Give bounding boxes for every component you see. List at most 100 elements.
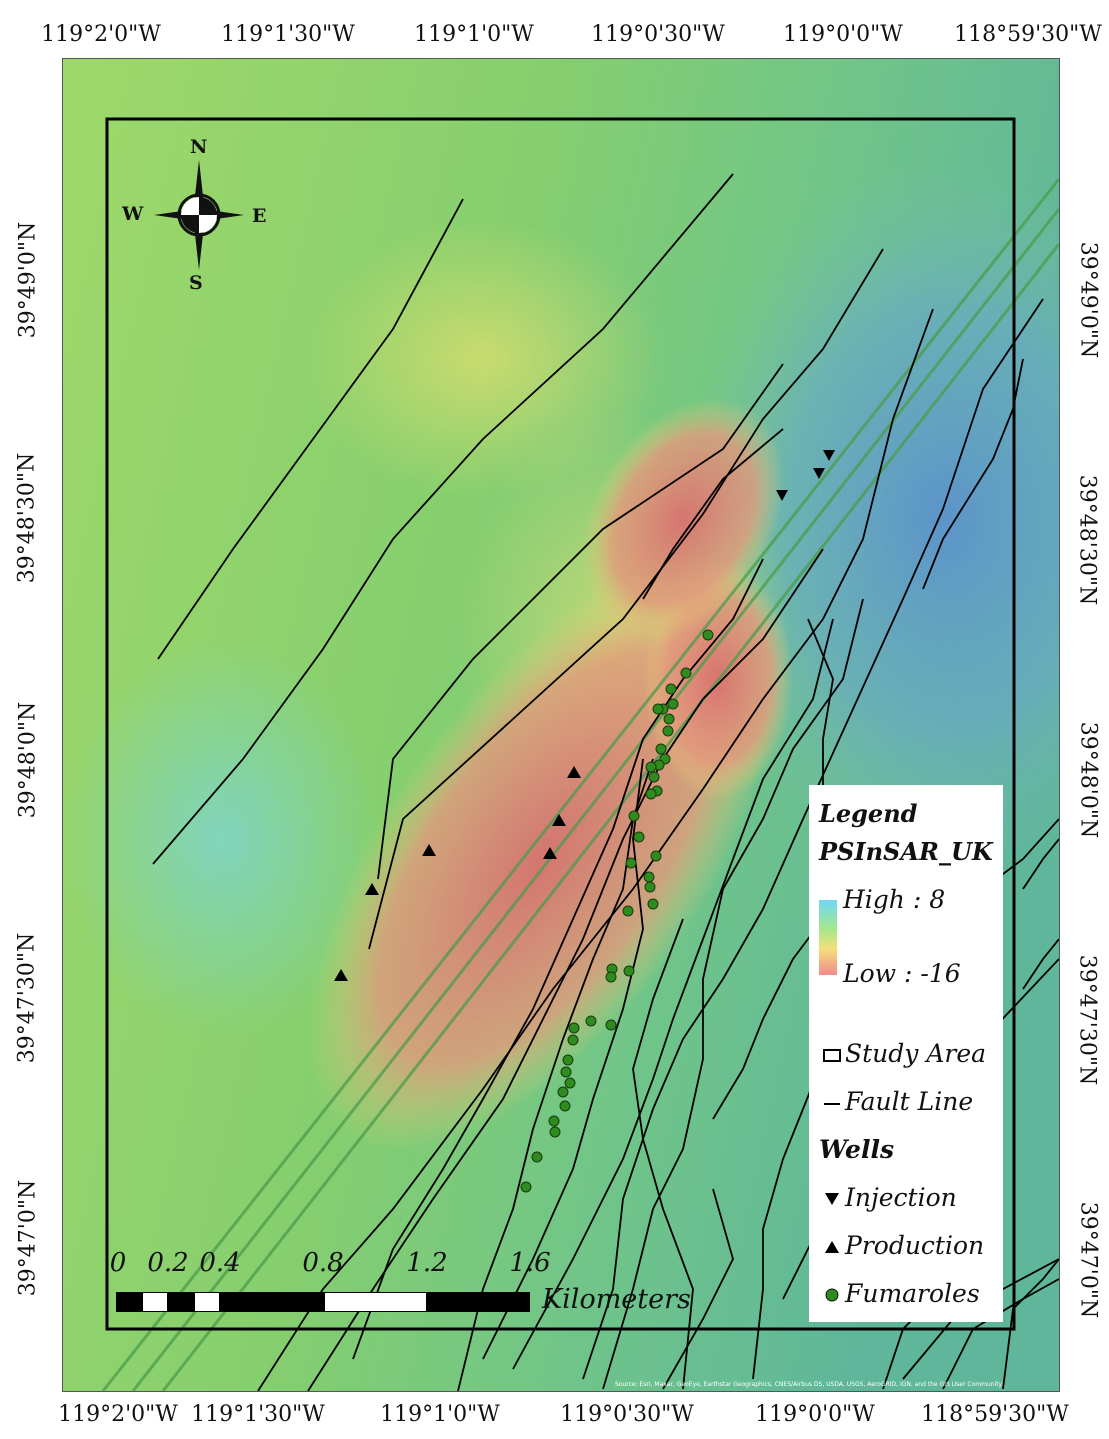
fumarole-point[interactable] (633, 831, 645, 843)
production-well[interactable] (543, 847, 557, 859)
highway (101, 178, 1059, 1391)
fumarole-point[interactable] (568, 1022, 580, 1034)
fumarole-point[interactable] (557, 1086, 569, 1098)
fumarole-point[interactable] (625, 857, 637, 869)
fault-line (642, 428, 784, 600)
production-well[interactable] (422, 844, 436, 856)
latitude-label: 39°48'0"N (1075, 721, 1101, 839)
compass-north-label: N (190, 136, 208, 158)
compass-icon (154, 160, 244, 270)
latitude-label: 39°47'30"N (14, 932, 40, 1064)
fumarole-point[interactable] (559, 1100, 571, 1112)
fumarole-point[interactable] (623, 965, 635, 977)
legend-high-label: High : 8 (843, 885, 946, 914)
fumarole-point[interactable] (643, 871, 655, 883)
scale-unit-label: Kilometers (542, 1284, 691, 1315)
scale-label: 0.8 (302, 1248, 344, 1278)
latitude-label: 39°49'0"N (15, 221, 41, 339)
fumarole-point[interactable] (665, 683, 677, 695)
fault-line (457, 758, 654, 1391)
fumarole-point[interactable] (549, 1126, 561, 1138)
fault-line (352, 558, 764, 1360)
fumarole-point[interactable] (564, 1077, 576, 1089)
longitude-label: 119°1'30"W (221, 22, 355, 47)
fumarole-point[interactable] (628, 810, 640, 822)
legend-injection-label: Injection (845, 1183, 957, 1212)
fumarole-point[interactable] (562, 1054, 574, 1066)
fault-line (662, 1188, 734, 1390)
fumarole-point[interactable] (647, 898, 659, 910)
fault-line (482, 758, 644, 1360)
production-well[interactable] (552, 814, 566, 826)
wells-layer (334, 450, 835, 1193)
fault-line-icon (819, 1087, 845, 1116)
scale-label: 0.2 (147, 1248, 189, 1278)
scale-bar (116, 1292, 530, 1312)
fumarole-point[interactable] (605, 1019, 617, 1031)
legend-title: Legend (819, 799, 918, 828)
longitude-label: 119°1'0"W (414, 22, 534, 47)
fumarole-point[interactable] (667, 698, 679, 710)
fumarole-point[interactable] (645, 761, 657, 773)
fumarole-point[interactable] (645, 788, 657, 800)
fumarole-point[interactable] (680, 667, 692, 679)
fault-line (512, 618, 834, 1370)
injection-well[interactable] (776, 490, 788, 501)
fumarole-point[interactable] (531, 1151, 543, 1163)
scale-label: 1.2 (406, 1248, 448, 1278)
fault-line (1022, 838, 1059, 890)
production-well[interactable] (365, 883, 379, 895)
fumarole-point[interactable] (548, 1115, 560, 1127)
fumarole-point[interactable] (655, 743, 667, 755)
fumarole-point[interactable] (652, 703, 664, 715)
fault-line (307, 548, 824, 1391)
injection-well[interactable] (823, 450, 835, 461)
fault-line (582, 298, 1044, 1380)
latitude-label: 39°48'30"N (14, 452, 40, 584)
longitude-label: 119°1'0"W (380, 1402, 500, 1427)
legend-production-label: Production (845, 1231, 985, 1260)
map-canvas[interactable] (62, 58, 1060, 1392)
fault-line (1022, 938, 1059, 990)
fumarole-point[interactable] (644, 881, 656, 893)
fault-line (922, 358, 1024, 590)
longitude-label: 119°0'30"W (560, 1402, 694, 1427)
fumarole-point[interactable] (560, 1066, 572, 1078)
fault-line (602, 598, 864, 1390)
map-attribution: Source: Esri, Maxar, GeoEye, Earthstar G… (615, 1381, 1003, 1388)
longitude-label: 119°2'0"W (58, 1402, 178, 1427)
legend-fumaroles-label: Fumaroles (845, 1279, 980, 1308)
fault-line (157, 198, 464, 660)
legend-wells-heading: Wells (819, 1135, 895, 1164)
longitude-label: 119°2'0"W (41, 22, 161, 47)
cyan-zone (63, 639, 383, 1039)
fumarole-point[interactable] (648, 771, 660, 783)
fumarole-point[interactable] (520, 1181, 532, 1193)
injection-well[interactable] (813, 468, 825, 479)
fumarole-point[interactable] (702, 629, 714, 641)
fault-lines (152, 173, 1059, 1391)
latitude-label: 39°48'30"N (1074, 474, 1100, 606)
longitude-label: 119°0'30"W (591, 22, 725, 47)
compass-east-label: E (252, 205, 267, 227)
scale-label: 1.6 (509, 1248, 551, 1278)
fumarole-point[interactable] (585, 1015, 597, 1027)
fault-line (257, 308, 934, 1391)
compass-south-label: S (189, 272, 203, 294)
color-ramp (819, 900, 837, 975)
legend-study-area-label: Study Area (845, 1039, 987, 1068)
fumarole-point[interactable] (650, 850, 662, 862)
fault-line (632, 918, 694, 1390)
legend-fault-line-label: Fault Line (845, 1087, 974, 1116)
fumarole-point[interactable] (567, 1034, 579, 1046)
fault-line (1002, 1258, 1059, 1390)
fumarole-point[interactable] (663, 713, 675, 725)
fumarole-point[interactable] (662, 725, 674, 737)
production-well[interactable] (567, 766, 581, 778)
legend-low-label: Low : -16 (843, 959, 961, 988)
production-well[interactable] (334, 969, 348, 981)
fumarole-point[interactable] (622, 905, 634, 917)
fumarole-point[interactable] (605, 971, 617, 983)
compass-west-label: W (122, 203, 144, 225)
north-arrow (138, 140, 264, 290)
